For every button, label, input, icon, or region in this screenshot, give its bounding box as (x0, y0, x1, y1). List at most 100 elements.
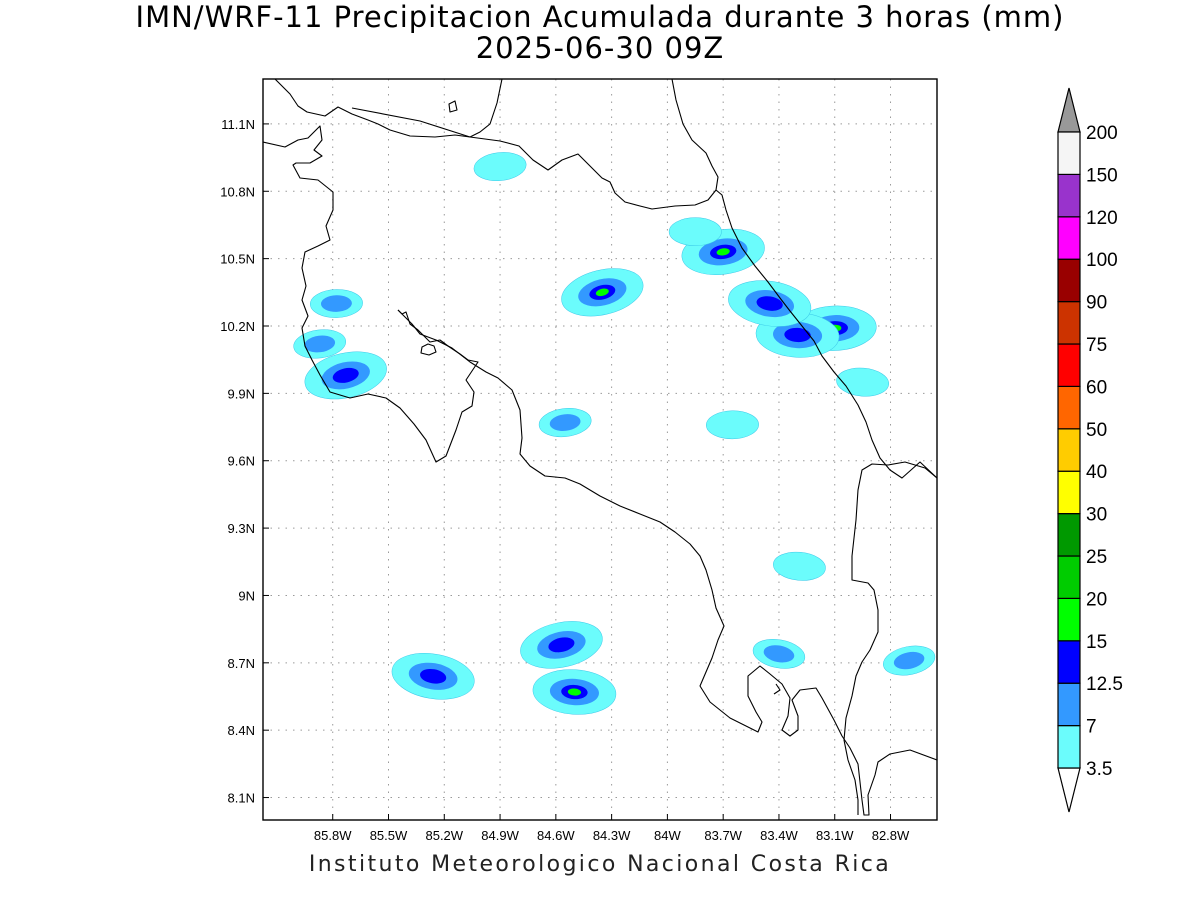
colorbar-box (1057, 470, 1081, 515)
colorbar-under-arrow (1057, 767, 1081, 813)
coastlines-borders (263, 79, 937, 816)
coastline-nicaragua-north (274, 79, 503, 138)
colorbar-level-label: 150 (1086, 165, 1118, 186)
precip-contour-level-0 (706, 410, 759, 440)
lon-tick-label: 85.2W (425, 828, 463, 843)
precip-contour-level-2 (756, 296, 783, 311)
precip-contour-level-2 (420, 668, 447, 684)
lat-tick-label: 8.7N (228, 656, 255, 671)
lat-tick-label: 9.3N (228, 521, 255, 536)
lon-tick-label: 85.8W (314, 828, 352, 843)
lon-tick-label: 84W (654, 828, 681, 843)
precip-contour-level-1 (549, 414, 581, 431)
lat-tick-label: 9.9N (228, 386, 255, 401)
colorbar-level-label: 90 (1086, 293, 1107, 314)
precip-cell (538, 408, 592, 438)
colorbar-legend: 3.5 7 12.5 15 20 25 30 40 50 60 75 90 100 120 150 200 (1057, 87, 1123, 813)
map-axes: 85.8W 85.5W 85.2W 84.9W 84.6W 84.3W 84W 83.7W 83… (220, 117, 910, 843)
lon-tick-label: 83.7W (704, 828, 742, 843)
osa-detail (773, 683, 781, 695)
precipitation-layer (293, 152, 936, 715)
lat-tick-label: 9N (238, 588, 255, 603)
colorbar-level-label: 50 (1086, 420, 1107, 441)
footer-credit: Instituto Meteorologico Nacional Costa R… (308, 852, 892, 877)
lon-tick-label: 84.9W (481, 828, 519, 843)
colorbar-labels: 3.5 7 12.5 15 20 25 30 40 50 60 75 90 100 120 150 200 (1086, 123, 1123, 780)
precip-cell (836, 367, 889, 397)
colorbar-box (1057, 385, 1081, 430)
colorbar-box (1057, 258, 1081, 303)
map-title: IMN/WRF-11 Precipitacion Acumulada duran… (0, 2, 1200, 64)
colorbar-box (1057, 428, 1081, 472)
precip-cell (520, 621, 603, 669)
colorbar-box (1057, 301, 1081, 345)
colorbar-level-label: 60 (1086, 377, 1107, 398)
colorbar-level-label: 100 (1086, 250, 1118, 271)
colorbar-level-label: 200 (1086, 123, 1118, 144)
precip-cell (706, 410, 759, 440)
colorbar-box (1057, 512, 1081, 557)
precip-cell (532, 669, 617, 715)
lat-tick-label: 10.5N (220, 252, 255, 267)
colorbar-box (1057, 216, 1081, 260)
precip-contour-level-2 (784, 327, 811, 343)
colorbar-box (1057, 555, 1081, 600)
colorbar-level-label: 3.5 (1086, 759, 1112, 780)
title-line-1: IMN/WRF-11 Precipitacion Acumulada duran… (135, 0, 1065, 34)
precip-contour-level-1 (320, 295, 352, 312)
lon-tick-label: 84.3W (593, 828, 631, 843)
precip-contour-level-0 (836, 367, 889, 397)
precip-cell (561, 268, 644, 317)
colorbar-level-label: 20 (1086, 589, 1107, 610)
colorbar-box (1057, 173, 1081, 218)
precip-cell (310, 289, 363, 318)
gulf-nicoya-coast (397, 309, 937, 816)
colorbar-box (1057, 597, 1081, 642)
map-frame-border (262, 78, 938, 821)
precip-contour-level-2 (332, 367, 359, 383)
lat-tick-label: 10.2N (220, 319, 255, 334)
colorbar-level-label: 25 (1086, 547, 1107, 568)
colorbar-level-label: 40 (1086, 462, 1107, 483)
islet-north (448, 100, 458, 113)
lat-tick-label: 8.1N (228, 791, 255, 806)
precip-contour-level-3 (716, 248, 730, 256)
precip-contour-level-3 (567, 688, 582, 696)
lon-tick-label: 83.1W (816, 828, 854, 843)
precip-cell (293, 329, 346, 359)
title-line-2: 2025-06-30 09Z (475, 31, 725, 65)
lon-tick-label: 83.4W (760, 828, 798, 843)
lon-tick-label: 85.5W (370, 828, 408, 843)
isla-chira (420, 343, 437, 356)
precip-contour-level-3 (595, 288, 609, 297)
precip-cell (304, 351, 387, 400)
colorbar-box (1057, 682, 1081, 727)
colorbar-level-label: 30 (1086, 505, 1107, 526)
precip-contour-level-0 (668, 217, 722, 246)
colorbar-level-label: 15 (1086, 632, 1107, 653)
border-panama (843, 461, 937, 815)
precip-contour-level-0 (773, 551, 826, 581)
coastline-caribbean (671, 79, 937, 479)
precip-cell (668, 217, 722, 246)
colorbar-level-label: 7 (1086, 717, 1097, 738)
lon-tick-label: 82.8W (872, 828, 910, 843)
precip-cell (752, 639, 806, 669)
colorbar-level-label: 75 (1086, 335, 1107, 356)
lat-tick-label: 10.8N (220, 184, 255, 199)
colorbar-over-arrow (1057, 87, 1081, 133)
precip-contour-level-2 (548, 637, 575, 653)
colorbar-box (1057, 131, 1081, 176)
colorbar-level-label: 120 (1086, 208, 1118, 229)
precip-contour-level-1 (304, 335, 336, 353)
precip-cell (728, 280, 812, 327)
precip-cell (773, 551, 826, 581)
colorbar-box (1057, 640, 1081, 684)
colorbar-level-label: 12.5 (1086, 674, 1123, 695)
precip-contour-level-0 (473, 152, 527, 182)
colorbar-boxes (1057, 87, 1081, 813)
lat-tick-label: 11.1N (221, 117, 255, 132)
precip-cell (883, 645, 936, 676)
lon-tick-label: 84.6W (537, 828, 575, 843)
